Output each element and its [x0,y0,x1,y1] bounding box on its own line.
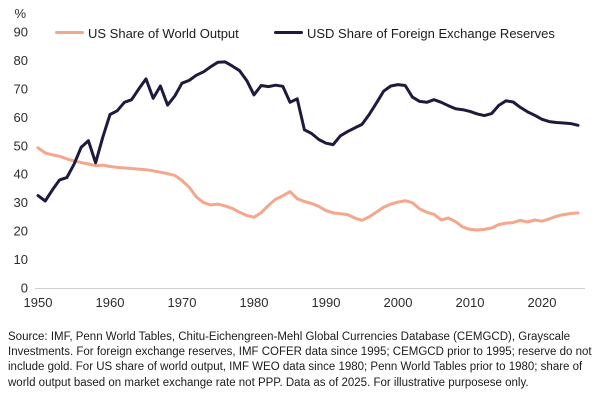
y-tick-label: 90 [14,25,28,40]
x-tick-label: 1970 [168,295,197,310]
x-tick-label: 2020 [528,295,557,310]
y-tick-label: 50 [14,138,28,153]
source-note: Source: IMF, Penn World Tables, Chitu-Ei… [8,330,592,389]
x-tick-label: 1980 [240,295,269,310]
y-tick-label: 30 [14,195,28,210]
legend-label-us-output: US Share of World Output [88,26,239,41]
series-line-1 [36,146,580,232]
series-line-2 [36,60,580,203]
y-tick-label: 40 [14,167,28,182]
y-tick-label: 10 [14,252,28,267]
y-tick-label: 20 [14,224,28,239]
x-tick-label: 1950 [24,295,53,310]
y-tick-label: 0 [21,281,28,296]
legend-swatch-us-output [55,31,84,34]
x-tick-label: 2000 [384,295,413,310]
legend-swatch-usd-reserves [274,31,303,34]
y-tick-label: 60 [14,110,28,125]
y-tick-label: 70 [14,81,28,96]
chart-canvas: % 0 10 20 30 40 50 60 70 80 90 1950 1960 1970 1980 199… [14,6,585,310]
x-tick-label: 1960 [96,295,125,310]
x-tick-label: 1990 [312,295,341,310]
y-tick-label: 80 [14,53,28,68]
x-tick-label: 2010 [456,295,485,310]
legend-label-usd-reserves: USD Share of Foreign Exchange Reserves [307,26,555,41]
chart-plot-area: 0 10 20 30 40 50 60 70 80 90 1950 1960 1970 1980 1990 2… [14,25,585,310]
y-axis-unit-label: % [14,6,26,21]
